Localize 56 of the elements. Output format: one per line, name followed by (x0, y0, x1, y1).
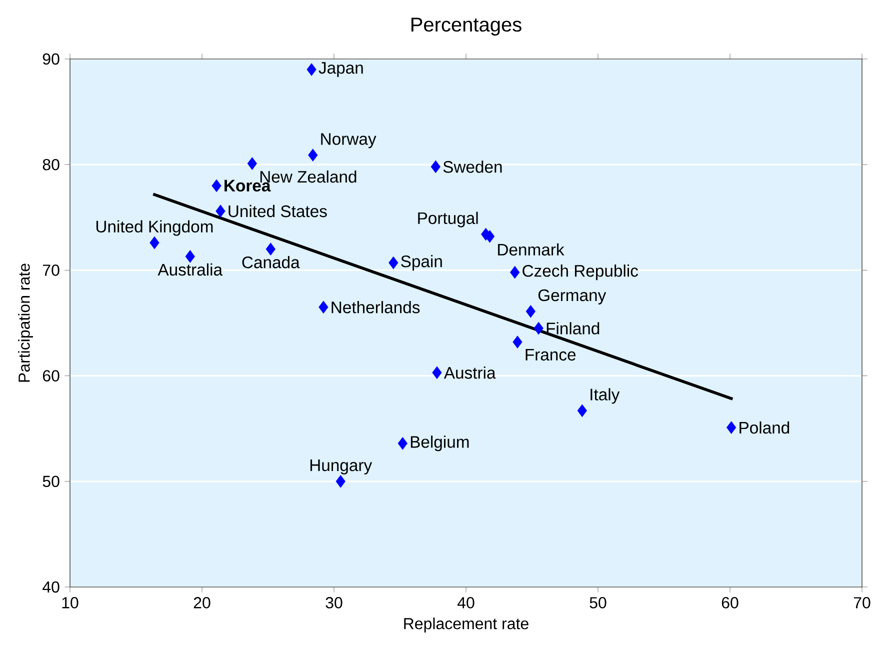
point (216, 204, 226, 218)
point (266, 242, 276, 256)
annotation: Czech Republic (522, 264, 638, 280)
point (247, 157, 257, 170)
point (150, 236, 160, 250)
point (526, 305, 536, 318)
annotation: Belgium (410, 436, 469, 452)
point (398, 437, 408, 450)
annotation: United Kingdom (96, 220, 213, 236)
x-tick-label: 10 (62, 597, 78, 608)
annotation: Poland (740, 421, 790, 434)
point (430, 160, 440, 173)
annotation: Spain (401, 255, 442, 271)
point (512, 336, 522, 348)
x-tick-label: 30 (326, 597, 342, 608)
annotation: Australia (158, 263, 223, 276)
annotation: Germany (538, 289, 606, 304)
point (388, 256, 398, 270)
point (306, 63, 316, 76)
y-tick-label: 40 (42, 581, 60, 593)
annotation: Sweden (443, 160, 502, 173)
y-tick-label: 70 (42, 264, 60, 276)
annotation: Portugal (418, 212, 478, 228)
x-tick-label: 20 (194, 597, 210, 608)
y-tick-label: 50 (42, 476, 60, 488)
x-tick-label: 60 (722, 597, 738, 608)
annotation: Denmark (498, 243, 564, 256)
y-tick-label: 60 (42, 370, 60, 382)
annotation: Canada (242, 256, 300, 268)
annotation: United States (228, 204, 327, 218)
point (726, 421, 736, 434)
point (212, 179, 222, 192)
annotation: Japan (318, 62, 363, 78)
annotation: Netherlands (332, 301, 420, 314)
x-tick-label: 70 (854, 597, 870, 608)
y-tick-label: 90 (42, 53, 60, 65)
y-tick-label: 80 (42, 158, 60, 170)
x-axis-title: Replacement rate (404, 618, 528, 632)
x-tick-label: 50 (590, 597, 606, 608)
annotation: Hungary (310, 460, 372, 474)
annotation: France (526, 348, 576, 361)
annotation: Italy (590, 388, 620, 404)
y-axis-title: Participation rate (18, 264, 34, 382)
x-tick-label: 40 (457, 597, 474, 608)
point (336, 475, 346, 488)
annotation: Finland (546, 322, 600, 334)
point (510, 266, 520, 279)
point (318, 300, 328, 314)
point (308, 148, 318, 162)
annotation: Austria (444, 366, 496, 379)
annotation: Norway (321, 133, 376, 148)
point (185, 250, 195, 263)
point (432, 366, 442, 379)
chart-title: Percentages (411, 18, 522, 36)
point (577, 404, 587, 417)
point (534, 322, 544, 335)
